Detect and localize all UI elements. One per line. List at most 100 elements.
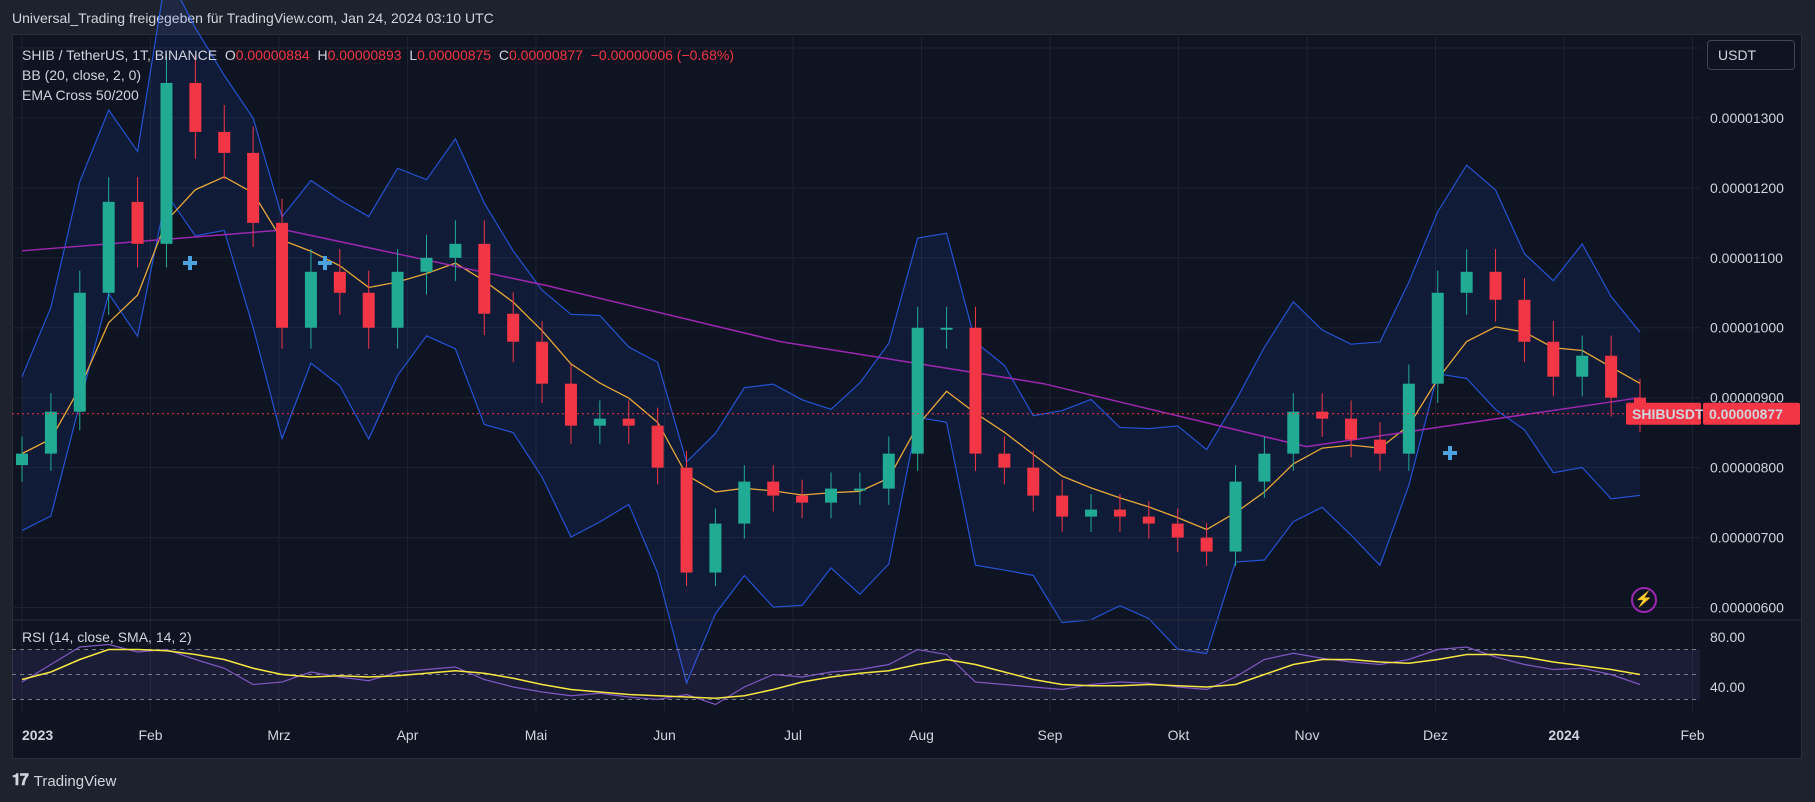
candle-body (825, 488, 837, 503)
time-tick-label: Sep (1038, 727, 1063, 743)
last-price-tag-bg (1703, 402, 1800, 425)
price-tick-label: 0.00001300 (1710, 110, 1784, 126)
candle-body (1345, 418, 1358, 440)
low-label: L (409, 47, 418, 63)
candle-body (276, 222, 289, 328)
footer-brand[interactable]: 𝟏𝟕 TradingView (12, 772, 116, 790)
candle-body (1489, 271, 1502, 300)
time-tick-label: Mai (525, 727, 548, 743)
price-tick-label: 0.00001200 (1710, 180, 1784, 196)
price-tick-label: 0.00000900 (1710, 390, 1784, 406)
brand-name: TradingView (33, 772, 117, 790)
candle-body (218, 131, 231, 153)
high-value: 0.00000893 (327, 47, 402, 63)
time-tick-label: 2023 (22, 727, 53, 743)
candle-body (998, 453, 1011, 468)
lightning-icon[interactable]: ⚡ (1631, 587, 1657, 613)
candle-body (131, 201, 144, 244)
last-price-tag-label: 0.00000877 (1709, 406, 1783, 422)
bollinger-lower-line (21, 192, 1641, 685)
candle-body (796, 495, 809, 503)
ema-cross-marker (183, 256, 197, 270)
candle-body (1085, 509, 1098, 517)
time-tick-label: Aug (909, 727, 934, 743)
candle-body (853, 488, 866, 491)
price-tick-label: 0.00000600 (1710, 600, 1784, 616)
rsi-indicator-label[interactable]: RSI (14, close, SMA, 14, 2) (22, 629, 192, 645)
symbol-tag-label: SHIBUSDT (1632, 406, 1704, 422)
indicator-bb[interactable]: BB (20, close, 2, 0) (22, 67, 142, 83)
candle-body (189, 82, 202, 132)
candle-body (738, 481, 751, 524)
currency-unit-button[interactable]: USDT (1707, 40, 1795, 70)
candle-body (969, 327, 982, 454)
time-tick-label: Jun (653, 727, 676, 743)
time-tick-label: Feb (1680, 727, 1704, 743)
candle-body (1056, 495, 1069, 517)
candle-body (651, 425, 664, 468)
candle-body (1518, 299, 1531, 342)
tradingview-logo-icon: 𝟏𝟕 (12, 772, 29, 789)
ema-cross-marker (318, 256, 332, 270)
rsi-line (21, 643, 1641, 706)
candle-body (1547, 341, 1560, 377)
symbol-tag-bg (1626, 402, 1701, 425)
time-tick-label: Apr (397, 727, 419, 743)
candle-body (16, 453, 28, 466)
candle-body (1431, 292, 1444, 384)
time-tick-label: Mrz (267, 727, 290, 743)
candle-body (44, 411, 57, 454)
price-tick-label: 0.00001000 (1710, 320, 1784, 336)
candle-body (247, 152, 260, 223)
symbol-title[interactable]: SHIB / TetherUS, 1T, BINANCE (22, 47, 218, 63)
candle-body (1460, 271, 1473, 293)
share-caption: Universal_Trading freigegeben für Tradin… (12, 10, 494, 26)
candle-body (1027, 467, 1040, 496)
candle-body (507, 313, 520, 342)
candle-body (1142, 516, 1155, 524)
candle-body (362, 292, 375, 328)
candle-body (391, 271, 404, 328)
rsi-tick-label: 80.00 (1710, 629, 1745, 645)
candle-body (1316, 411, 1329, 419)
ohlc-row[interactable]: SHIB / TetherUS, 1T, BINANCE O0.00000884… (22, 45, 734, 65)
candle-body (911, 327, 924, 454)
candle-body (1171, 523, 1184, 538)
high-label: H (317, 47, 328, 63)
bollinger-upper-line (21, 0, 1641, 464)
time-tick-label: Dez (1423, 727, 1448, 743)
time-tick-label: Nov (1295, 727, 1320, 743)
candle-body (449, 243, 462, 258)
rsi-tick-label: 40.00 (1710, 679, 1745, 695)
candle-body (709, 523, 722, 573)
candle-body (1373, 439, 1386, 454)
ema-cross-marker (1443, 446, 1457, 460)
time-tick-label: Feb (138, 727, 162, 743)
indicator-ema-cross[interactable]: EMA Cross 50/200 (22, 87, 139, 103)
candle-body (1200, 537, 1213, 552)
price-tick-label: 0.00000700 (1710, 530, 1784, 546)
candle-body (940, 327, 953, 330)
candle-body (622, 418, 635, 426)
time-tick-label: Okt (1168, 727, 1190, 743)
chart-pane[interactable] (12, 34, 1802, 759)
candle-body (73, 292, 86, 412)
time-tick-label: Jul (784, 727, 802, 743)
candle-body (1113, 509, 1126, 517)
candle-body (536, 341, 549, 384)
close-value: 0.00000877 (509, 47, 583, 63)
candle-body (1229, 481, 1242, 552)
price-tick-label: 0.00000800 (1710, 460, 1784, 476)
candle-body (160, 82, 173, 244)
candle-body (1605, 355, 1618, 398)
candle-body (304, 271, 317, 328)
candle-body (680, 467, 693, 573)
price-tick-label: 0.00001100 (1710, 250, 1783, 266)
candle-body (1258, 453, 1271, 482)
open-value: 0.00000884 (235, 47, 310, 63)
time-tick-label: 2024 (1548, 727, 1579, 743)
candle-body (1402, 383, 1415, 454)
candle-body (420, 257, 433, 272)
candle-body (882, 453, 895, 489)
